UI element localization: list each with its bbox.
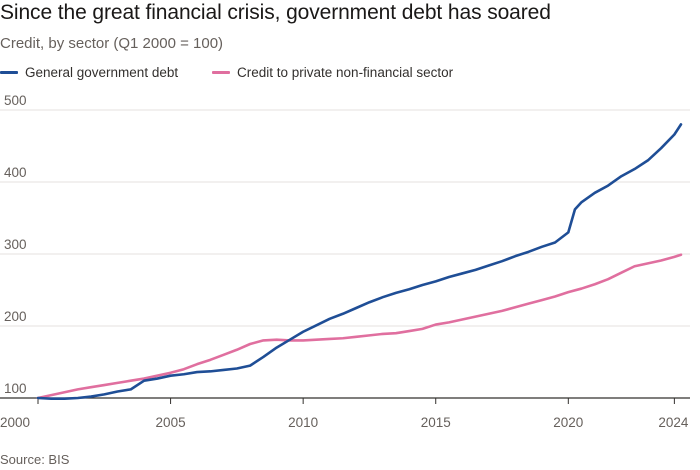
legend: General government debt Credit to privat… [0, 65, 700, 83]
legend-swatch-private [212, 71, 230, 74]
y-tick-label-500: 500 [4, 93, 27, 108]
source-note: Source: BIS [0, 452, 70, 467]
legend-swatch-government [0, 71, 18, 74]
x-axis: 2000 2005 2010 2015 2020 2024 [0, 397, 690, 430]
y-tick-label-400: 400 [4, 165, 27, 180]
legend-item-private: Credit to private non-financial sector [212, 65, 453, 80]
x-tick-label-2015: 2015 [421, 415, 451, 430]
x-tick-label-2010: 2010 [288, 415, 318, 430]
x-tick-label-2020: 2020 [553, 415, 583, 430]
x-tick-label-2000: 2000 [0, 415, 30, 430]
series-line-private [36, 253, 683, 400]
y-axis-tick-labels: 100 200 300 400 500 [4, 93, 27, 396]
chart-title: Since the great financial crisis, govern… [0, 1, 551, 24]
y-tick-label-200: 200 [4, 309, 27, 324]
legend-label-government: General government debt [25, 65, 179, 80]
chart-subtitle: Credit, by sector (Q1 2000 = 100) [0, 35, 224, 52]
y-tick-label-300: 300 [4, 237, 27, 252]
series-line-government [36, 123, 683, 401]
x-tick-label-2005: 2005 [156, 415, 186, 430]
x-tick-label-2024: 2024 [658, 415, 689, 430]
y-tick-label-100: 100 [4, 381, 27, 396]
legend-item-government: General government debt [0, 65, 178, 80]
line-chart: 100 200 300 400 500 2000 2005 2010 2015 2020 2024 [0, 93, 690, 430]
gridlines [0, 109, 690, 327]
series-lines [36, 123, 683, 401]
legend-label-private: Credit to private non-financial sector [237, 65, 454, 80]
